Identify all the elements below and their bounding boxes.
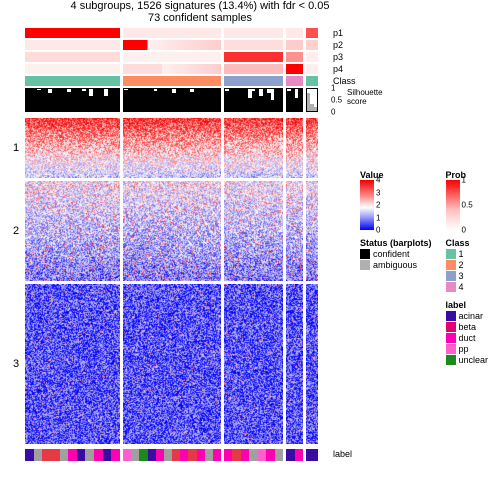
anno-label-p3: p3 [333, 52, 343, 62]
title: 4 subgroups, 1526 signatures (13.4%) wit… [25, 0, 375, 12]
anno-class: Class [25, 76, 329, 86]
main-heatmap: 123 [25, 118, 329, 447]
silhouette-plot: 10.50Silhouette score [25, 88, 329, 112]
anno-p3: p3 [25, 52, 329, 62]
anno-p2: p2 [25, 40, 329, 50]
label-strip: label [25, 449, 375, 461]
bottom-label: label [333, 449, 352, 459]
anno-p4: p4 [25, 64, 329, 74]
row-group-label: 2 [13, 225, 19, 237]
anno-label-p4: p4 [333, 64, 343, 74]
anno-label-class: Class [333, 76, 356, 86]
row-group-label: 3 [13, 358, 19, 370]
silhouette-label: Silhouette score [347, 88, 387, 106]
anno-p1: p1 [25, 28, 329, 38]
row-group-label: 1 [13, 142, 19, 154]
anno-label-p2: p2 [333, 40, 343, 50]
subtitle: 73 confident samples [25, 12, 375, 24]
anno-label-p1: p1 [333, 28, 343, 38]
